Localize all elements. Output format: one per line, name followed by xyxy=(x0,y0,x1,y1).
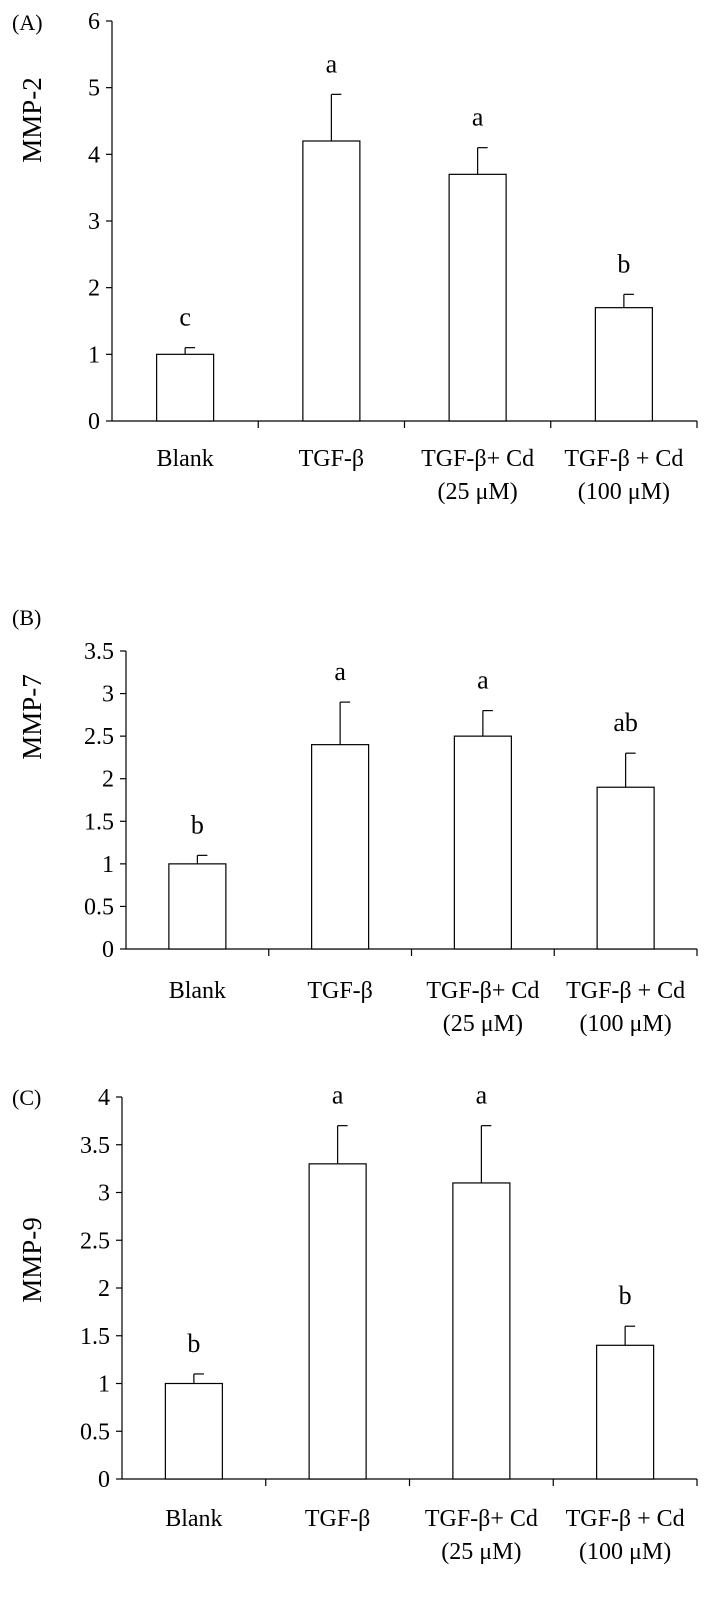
significance-label-b-1: a xyxy=(334,657,346,686)
chart-svg-b: (B) MMP-7 0 0.5 1 1.5 2 2.5 3 3.5 b Blank a TGF-β a TGF… xyxy=(12,605,698,1037)
y-axis-label-b: MMP-7 xyxy=(17,674,47,760)
y-tick-label-b-2: 1 xyxy=(102,852,114,878)
significance-label-c-1: a xyxy=(332,1081,344,1110)
y-tick-label-c-2: 1 xyxy=(98,1372,110,1398)
y-tick-label-c-3: 1.5 xyxy=(80,1324,110,1350)
y-tick-label-a-2: 2 xyxy=(88,276,100,302)
chart-svg-c: (C) MMP-9 0 0.5 1 1.5 2 2.5 3 3.5 4 b Blank a TGF-β a TG… xyxy=(12,1081,698,1565)
significance-label-a-1: a xyxy=(326,49,338,78)
significance-label-a-0: c xyxy=(179,303,191,332)
y-tick-label-b-7: 3.5 xyxy=(84,639,114,665)
y-tick-label-a-0: 0 xyxy=(88,409,100,435)
bar-b-1 xyxy=(311,744,370,950)
significance-label-a-3: b xyxy=(617,249,630,278)
y-tick-label-b-0: 0 xyxy=(102,937,114,963)
chart-panel-b: (B) MMP-7 0 0.5 1 1.5 2 2.5 3 3.5 b Blank a TGF-β a TGF… xyxy=(0,535,715,1070)
y-tick-label-b-4: 2 xyxy=(102,767,114,793)
y-tick-label-b-1: 0.5 xyxy=(84,894,114,920)
y-tick-label-c-7: 3.5 xyxy=(80,1133,110,1159)
bar-c-1 xyxy=(308,1163,367,1480)
x-category-label-c-3-1: (100 μM) xyxy=(579,1539,671,1565)
bar-a-2 xyxy=(448,173,507,422)
x-category-label-a-3-1: (100 μM) xyxy=(578,479,670,505)
y-tick-label-c-6: 3 xyxy=(98,1181,110,1207)
y-axis-label-a: MMP-2 xyxy=(17,77,47,163)
x-category-label-a-2-0: TGF-β+ Cd xyxy=(421,446,534,472)
x-category-label-c-1-0: TGF-β xyxy=(305,1506,371,1532)
y-tick-label-c-0: 0 xyxy=(98,1467,110,1493)
x-category-label-c-0-0: Blank xyxy=(165,1506,222,1532)
y-tick-label-a-6: 6 xyxy=(88,9,100,35)
x-category-label-b-3-1: (100 μM) xyxy=(580,1011,672,1037)
chart-svg-a: (A) MMP-2 0 1 2 3 4 5 6 c Blank a TGF-β a TGF-β+ Cd (25… xyxy=(12,9,698,505)
x-category-label-b-3-0: TGF-β + Cd xyxy=(566,978,685,1004)
bar-b-0 xyxy=(168,863,227,950)
chart-panel-a: (A) MMP-2 0 1 2 3 4 5 6 c Blank a TGF-β a TGF-β+ Cd (25… xyxy=(0,0,715,535)
x-category-label-b-1-0: TGF-β xyxy=(307,978,373,1004)
significance-label-c-3: b xyxy=(619,1281,632,1310)
y-tick-label-c-8: 4 xyxy=(98,1085,110,1111)
x-category-label-a-3-0: TGF-β + Cd xyxy=(564,446,683,472)
x-category-label-a-2-1: (25 μM) xyxy=(438,479,518,505)
x-category-label-b-0-0: Blank xyxy=(169,978,226,1004)
y-tick-label-c-4: 2 xyxy=(98,1276,110,1302)
bar-a-1 xyxy=(302,140,361,422)
bar-b-2 xyxy=(453,735,512,950)
y-tick-label-a-5: 5 xyxy=(88,76,100,102)
y-tick-label-c-1: 0.5 xyxy=(80,1419,110,1445)
x-category-label-a-0-0: Blank xyxy=(156,446,213,472)
significance-label-c-0: b xyxy=(187,1329,200,1358)
significance-label-a-2: a xyxy=(472,103,484,132)
x-category-label-c-3-0: TGF-β + Cd xyxy=(566,1506,685,1532)
y-tick-label-a-3: 3 xyxy=(88,209,100,235)
x-category-label-c-2-1: (25 μM) xyxy=(441,1539,521,1565)
bar-c-2 xyxy=(452,1182,511,1480)
x-category-label-b-2-1: (25 μM) xyxy=(443,1011,523,1037)
x-category-label-a-1-0: TGF-β xyxy=(299,446,365,472)
significance-label-c-2: a xyxy=(476,1081,488,1110)
bar-a-3 xyxy=(594,307,653,422)
significance-label-b-3: ab xyxy=(613,708,638,737)
bar-c-0 xyxy=(164,1382,223,1480)
x-category-label-c-2-0: TGF-β+ Cd xyxy=(425,1506,538,1532)
y-tick-label-b-6: 3 xyxy=(102,682,114,708)
bar-b-3 xyxy=(596,786,655,950)
panel-label-a: (A) xyxy=(12,10,43,35)
bar-c-3 xyxy=(596,1344,655,1480)
panel-label-b: (B) xyxy=(12,605,41,630)
y-tick-label-b-5: 2.5 xyxy=(84,724,114,750)
significance-label-b-0: b xyxy=(191,810,204,839)
bar-a-0 xyxy=(156,353,215,422)
y-axis-label-c: MMP-9 xyxy=(17,1217,47,1303)
panel-label-c: (C) xyxy=(12,1085,41,1110)
y-tick-label-b-3: 1.5 xyxy=(84,809,114,835)
y-tick-label-a-1: 1 xyxy=(88,342,100,368)
chart-panel-c: (C) MMP-9 0 0.5 1 1.5 2 2.5 3 3.5 4 b Blank a TGF-β a TG… xyxy=(0,1070,715,1609)
x-category-label-b-2-0: TGF-β+ Cd xyxy=(426,978,539,1004)
y-tick-label-a-4: 4 xyxy=(88,142,100,168)
significance-label-b-2: a xyxy=(477,666,489,695)
y-tick-label-c-5: 2.5 xyxy=(80,1228,110,1254)
